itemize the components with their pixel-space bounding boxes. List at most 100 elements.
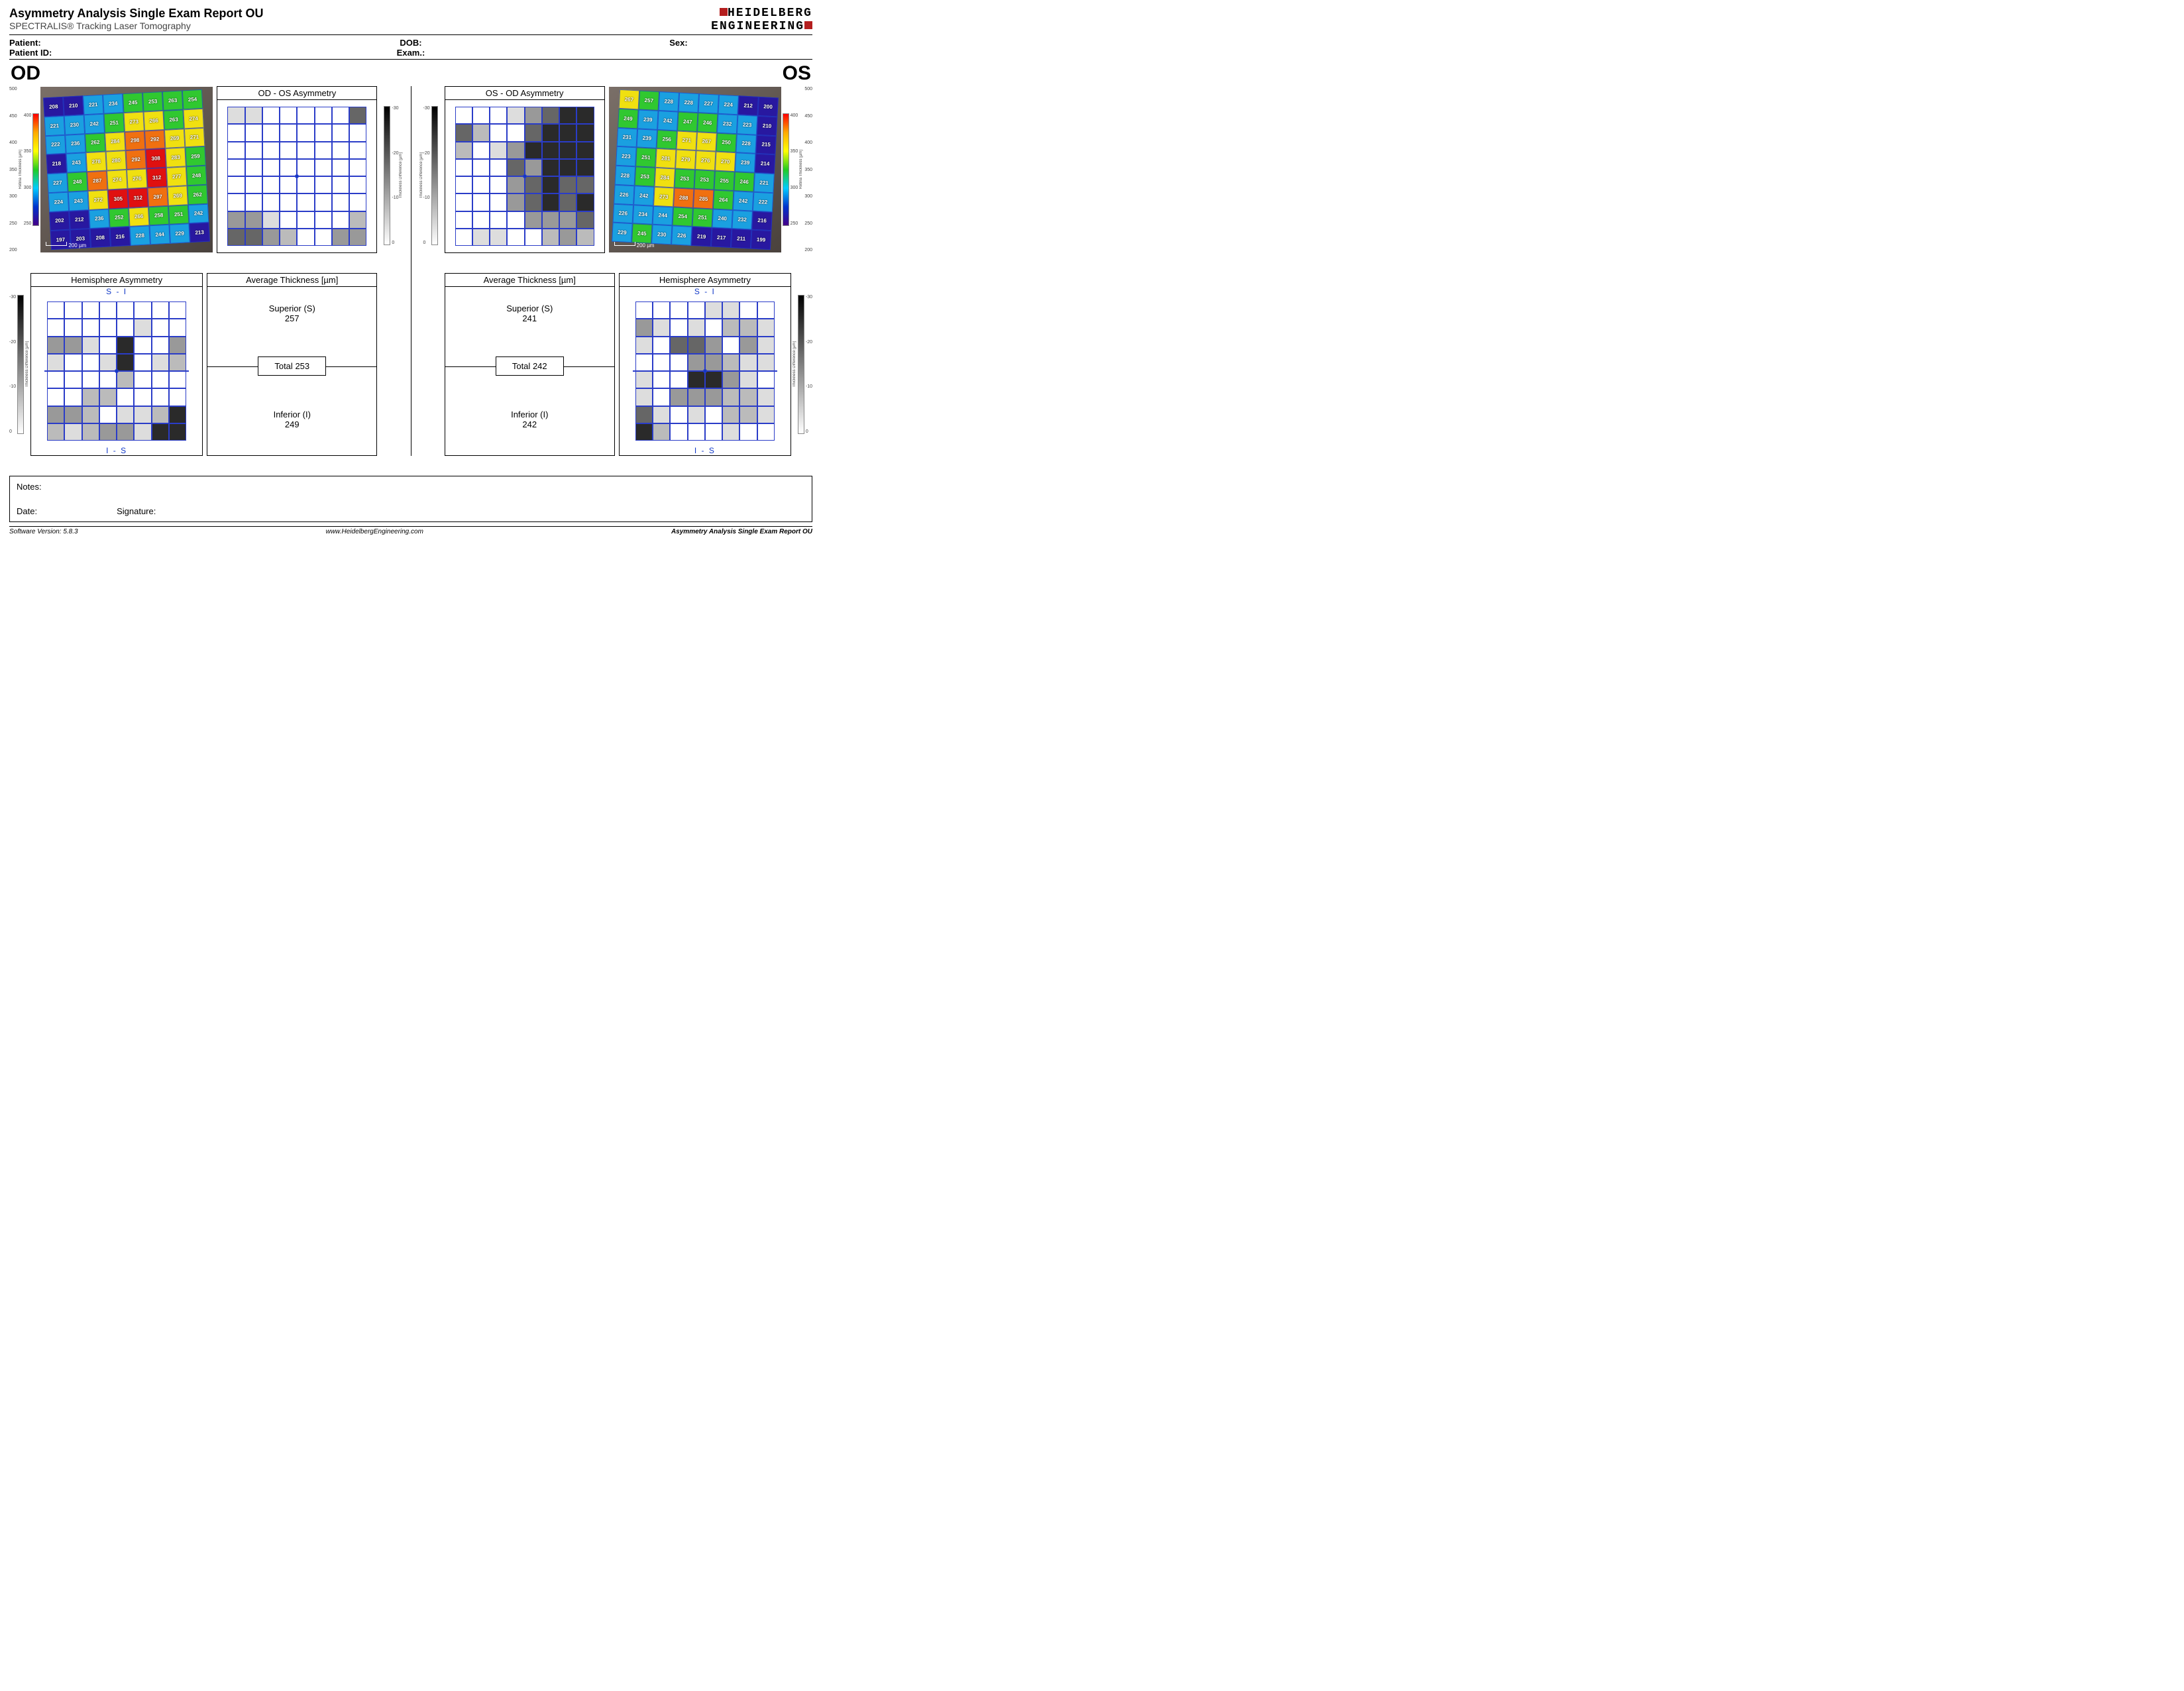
asym-cell (559, 159, 576, 176)
asym-cell (47, 388, 64, 406)
avg-title-od: Average Thickness [µm] (207, 274, 376, 287)
asym-cell (705, 406, 722, 423)
thickness-cell: 297 (148, 187, 168, 207)
asym-cell (455, 124, 472, 141)
thickness-cell: 271 (676, 131, 696, 150)
inf-label-os: Inferior (I) (511, 409, 548, 419)
asym-cell (349, 107, 366, 124)
asym-cell (705, 337, 722, 354)
asym-cell (525, 229, 542, 246)
asym-cell (653, 371, 670, 388)
asym-cell (82, 301, 99, 319)
asym-cell (82, 406, 99, 423)
asym-cell (349, 159, 366, 176)
asym-cell (152, 319, 169, 336)
asym-cell (507, 159, 524, 176)
asym-cell (542, 176, 559, 193)
os-hemi-grid (635, 301, 775, 441)
asym-cell (455, 142, 472, 159)
asym-cell (507, 211, 524, 229)
thickness-cell: 258 (148, 205, 169, 225)
main-content: 500450400350300250200 Retina Thickness [… (9, 86, 812, 456)
colorbar-label: Retina Thickness [µm] (19, 150, 23, 189)
hemi-scale-label-os: Thickness Difference [µm] (792, 341, 796, 387)
asym-cell (688, 423, 705, 441)
asym-cell (64, 388, 82, 406)
thickness-cell: 223 (616, 146, 636, 166)
thickness-cell: 239 (637, 109, 658, 129)
asym-cell (262, 159, 280, 176)
thickness-cell: 214 (755, 154, 775, 174)
asym-cell (245, 107, 262, 124)
brand-logo: HEIDELBERG ENGINEERING (711, 7, 812, 33)
asym-cell (525, 107, 542, 124)
thickness-cell: 273 (124, 111, 144, 131)
asym-cell (82, 371, 99, 388)
asym-cell (722, 406, 739, 423)
asym-cell (757, 423, 775, 441)
asym-cell (507, 229, 524, 246)
asym-scale-label: Thickness Difference [µm] (399, 152, 403, 198)
inf-label: Inferior (I) (274, 409, 311, 419)
asym-cell (635, 423, 653, 441)
thickness-cell: 264 (713, 190, 734, 209)
thickness-cell: 259 (186, 146, 206, 166)
asym-cell (262, 229, 280, 246)
asym-cell (64, 337, 82, 354)
thickness-cell: 212 (70, 210, 90, 230)
thickness-cell: 281 (655, 148, 676, 168)
thickness-cell: 267 (618, 89, 639, 109)
asym-cell (47, 337, 64, 354)
asym-cell (455, 107, 472, 124)
hemi-si-label: S - I (31, 287, 202, 296)
asym-cell (117, 337, 134, 354)
asym-cell (169, 371, 186, 388)
asym-cell (262, 107, 280, 124)
thickness-cell: 232 (732, 210, 752, 230)
sup-label-os: Superior (S) (506, 303, 553, 313)
os-od-asym-grid (455, 107, 594, 246)
thickness-cell: 208 (44, 97, 64, 117)
hemi-is-label: I - S (31, 446, 202, 455)
asym-cell (99, 406, 117, 423)
asym-cell (722, 388, 739, 406)
thickness-cell: 210 (757, 116, 777, 136)
asym-cell (315, 142, 332, 159)
asym-cell (653, 354, 670, 371)
scalebar: 200 µm (46, 242, 86, 248)
asym-cell (670, 388, 687, 406)
asym-cell (525, 159, 542, 176)
asym-cell (117, 371, 134, 388)
asym-cell (315, 193, 332, 211)
thickness-cell: 269 (164, 129, 185, 148)
thickness-cell: 269 (168, 186, 188, 205)
asym-cell (47, 319, 64, 336)
asym-cell (757, 337, 775, 354)
asym-cell (349, 229, 366, 246)
patient-id-label: Patient ID: (9, 48, 277, 58)
asym-cell (332, 159, 349, 176)
thickness-cell: 229 (612, 223, 632, 243)
asym-cell (47, 423, 64, 441)
asym-cell (472, 229, 490, 246)
hemi-si-label-os: S - I (620, 287, 791, 296)
asym-cell (315, 211, 332, 229)
od-total: Total 253 (258, 356, 326, 376)
thickness-cell: 236 (89, 209, 109, 229)
asym-cell (507, 142, 524, 159)
asym-cell (349, 193, 366, 211)
asym-cell (472, 159, 490, 176)
asym-cell (245, 124, 262, 141)
thickness-cell: 226 (614, 184, 634, 204)
asym-cell (722, 354, 739, 371)
thickness-cell: 231 (616, 127, 637, 147)
asym-cell (653, 388, 670, 406)
asym-cell (739, 301, 757, 319)
asym-cell (635, 337, 653, 354)
asym-cell (117, 406, 134, 423)
asym-cell (332, 142, 349, 159)
thickness-cell: 271 (184, 127, 205, 147)
asym-cell (688, 319, 705, 336)
od-hemi-wrap: -30-20-100 Thickness Difference [µm] Hem… (9, 273, 203, 456)
asym-cell (169, 301, 186, 319)
